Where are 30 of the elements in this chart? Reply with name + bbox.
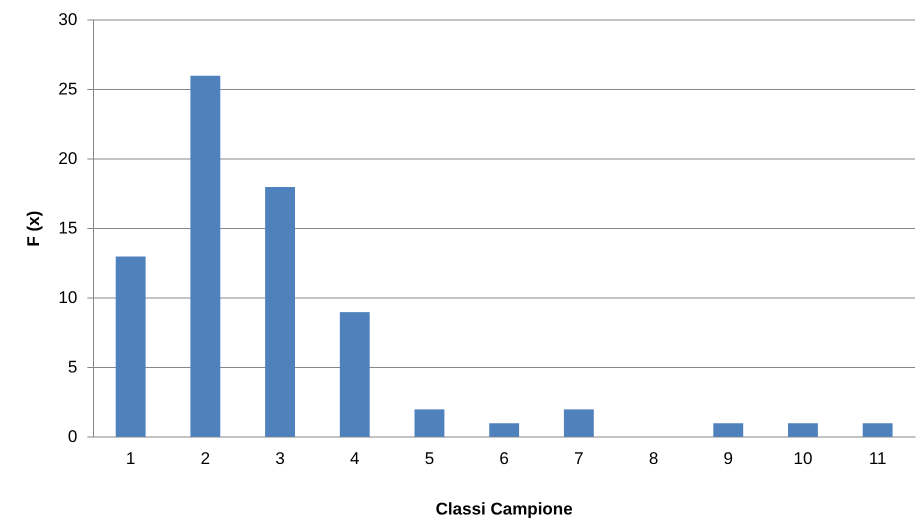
x-tick-label: 5 [424,449,434,468]
x-tick-label: 2 [200,449,210,468]
x-tick-label: 7 [574,449,584,468]
bar [265,187,295,437]
y-axis-title: F (x) [24,210,43,247]
x-tick-label: 10 [793,449,812,468]
bar [190,76,220,437]
bar [414,409,444,437]
x-axis-title: Classi Campione [436,499,573,518]
bar [340,312,370,437]
y-tick-label: 20 [58,148,78,168]
bar [788,423,818,437]
x-tick-label: 8 [648,449,658,468]
x-tick-label: 6 [499,449,509,468]
x-tick-label: 11 [868,449,886,468]
y-tick-label: 15 [58,218,78,238]
y-tick-label: 10 [58,288,78,307]
x-tick-label: 4 [350,449,360,468]
bar [713,423,744,437]
x-tick-label: 9 [724,449,733,468]
x-tick-label: 1 [126,449,136,468]
bar [489,423,520,437]
y-tick-label: 0 [68,426,78,446]
bar [116,256,146,437]
x-tick-label: 3 [275,449,285,468]
y-tick-label: 5 [68,357,78,376]
y-tick-label: 25 [58,79,78,98]
bar [564,409,594,437]
bar [862,423,893,437]
y-tick-label: 30 [58,10,78,29]
